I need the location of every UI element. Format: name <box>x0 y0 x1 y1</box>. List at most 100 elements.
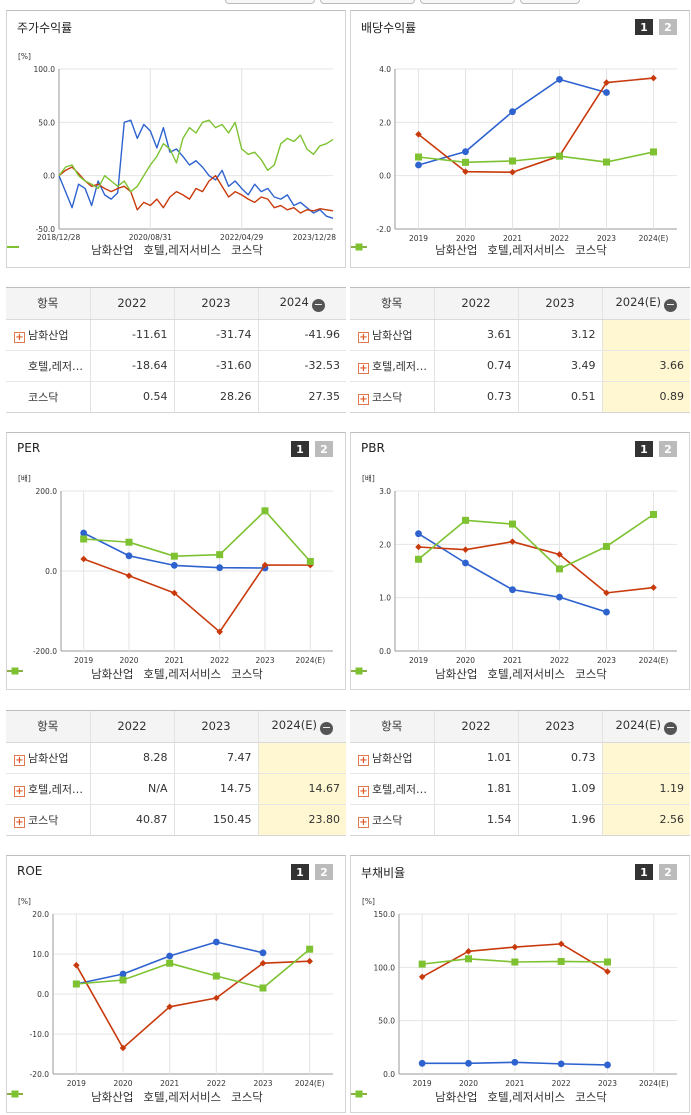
table-cell: 1.09 <box>517 773 602 805</box>
column-header-label: 2023 <box>545 719 575 734</box>
column-header: 2023 <box>173 288 258 320</box>
column-header: 2022 <box>89 711 174 743</box>
data-point <box>462 559 469 567</box>
row-name: 코스닥 <box>6 381 90 412</box>
expand-row-icon[interactable]: + <box>358 331 369 343</box>
legend-item-3[interactable]: 코스닥 <box>7 1089 263 1105</box>
collapse-column-icon[interactable]: − <box>311 297 325 312</box>
expand-row-icon[interactable]: + <box>358 816 369 828</box>
legend-item-3[interactable]: 코스닥 <box>351 242 607 258</box>
expand-row-icon[interactable]: + <box>14 331 25 343</box>
panel-title: PER <box>17 441 41 455</box>
legend-item-2[interactable]: 호텔,레저서비스 <box>351 666 565 682</box>
debt-ratio-panel: 부채비율 1 2 [%] 150.0 100.0 50.0 0.0 2019 2020 202… <box>350 855 690 1113</box>
toolbar-pill[interactable] <box>320 0 415 4</box>
per-chart: [배] 200.0 0.0 -200.0 2019 2020 2021 2022 2023 202… <box>18 474 333 665</box>
page-2-button[interactable]: 2 <box>315 441 333 457</box>
y-tick-label: -20.0 <box>30 1070 50 1079</box>
page-1-button[interactable]: 1 <box>291 441 309 457</box>
expand-row-icon[interactable]: + <box>358 362 369 374</box>
data-point <box>212 938 220 946</box>
data-point <box>216 551 224 559</box>
page-2-button[interactable]: 2 <box>659 441 677 457</box>
collapse-column-icon[interactable]: − <box>664 297 677 312</box>
table-cell: 40.87 <box>89 804 174 835</box>
expand-row-icon[interactable]: + <box>358 754 369 766</box>
page-1-button[interactable]: 1 <box>635 441 653 457</box>
toolbar-pill[interactable] <box>225 0 315 4</box>
legend-item-2[interactable]: 호텔,레저서비스 <box>7 666 221 682</box>
page-2-button[interactable]: 2 <box>659 19 677 35</box>
y-tick-label: 150.0 <box>374 910 396 919</box>
row-name-label: 호텔,레저… <box>28 359 83 373</box>
legend-label: 남화산업 <box>435 1090 478 1104</box>
column-header-label: 2022 <box>117 719 147 734</box>
stock-return-panel: 주가수익률 [%] 100.0 50.0 0.0 -50.0 2018/12/28 2020… <box>6 10 346 268</box>
legend-item-3[interactable]: 코스닥 <box>351 666 607 682</box>
row-name-label: 호텔,레저… <box>28 782 83 796</box>
page-2-button[interactable]: 2 <box>315 864 333 880</box>
legend-item-1[interactable]: 남화산업 <box>7 1089 133 1105</box>
legend-item-3[interactable]: 코스닥 <box>7 242 263 258</box>
column-header: 2022 <box>89 288 174 320</box>
data-point <box>415 153 422 161</box>
table-row: 코스닥 0.54 28.26 27.35 <box>6 381 346 412</box>
stock-return-table: 항목 2022 2023 2024− + 남화산업 -11.61 -31.74 -41.96 호텔… <box>6 287 346 413</box>
table-row: + 남화산업 1.01 0.73 <box>350 742 690 774</box>
toolbar-pill[interactable] <box>520 0 580 4</box>
page-1-button[interactable]: 1 <box>291 864 309 880</box>
expand-row-icon[interactable]: + <box>14 754 25 766</box>
legend-item-2[interactable]: 호텔,레저서비스 <box>7 242 221 258</box>
legend-item-1[interactable]: 남화산업 <box>7 666 133 682</box>
data-point <box>261 507 269 515</box>
expand-row-icon[interactable]: + <box>358 785 369 797</box>
legend-item-1[interactable]: 남화산업 <box>351 1089 478 1105</box>
legend-item-2[interactable]: 호텔,레저서비스 <box>7 1089 222 1105</box>
x-tick-label: 2021 <box>503 656 522 665</box>
expand-row-icon[interactable]: + <box>14 816 25 828</box>
legend-item-2[interactable]: 호텔,레저서비스 <box>351 242 566 258</box>
table-cell: 3.49 <box>517 350 602 382</box>
table-cell: -11.61 <box>89 319 174 351</box>
expand-row-icon[interactable]: + <box>358 393 369 405</box>
row-name-label: 남화산업 <box>28 328 69 342</box>
legend-item-3[interactable]: 코스닥 <box>351 1089 607 1105</box>
table-row: + 호텔,레저… N/A 14.75 14.67 <box>6 773 346 805</box>
panel-title: 배당수익률 <box>361 21 417 35</box>
data-point <box>306 957 313 965</box>
legend-label: 호텔,레저서비스 <box>487 243 566 257</box>
legend-item-1[interactable]: 남화산업 <box>351 242 477 258</box>
page-switch: 1 2 <box>635 864 677 880</box>
y-tick-label: 2.0 <box>379 118 391 127</box>
data-point <box>125 552 133 560</box>
y-tick-label: 0.0 <box>45 567 57 576</box>
chart-legend: 남화산업 호텔,레저서비스 코스닥 <box>351 242 691 258</box>
data-point <box>557 1060 565 1068</box>
collapse-column-icon[interactable]: − <box>320 720 333 735</box>
data-point <box>603 89 610 96</box>
x-tick-label: 2020 <box>119 656 138 665</box>
row-name-label: 코스닥 <box>372 390 403 404</box>
page-1-button[interactable]: 1 <box>635 864 653 880</box>
table-cell: 14.67 <box>257 773 346 805</box>
data-point <box>556 76 563 83</box>
legend-item-2[interactable]: 호텔,레저서비스 <box>351 1089 565 1105</box>
page-switch: 1 2 <box>291 441 333 457</box>
row-name-label: 코스닥 <box>28 813 59 827</box>
column-header: 2024(E) − <box>601 711 690 743</box>
y-tick-label: -50.0 <box>36 225 56 234</box>
expand-row-icon[interactable]: + <box>14 785 25 797</box>
x-tick-label: 2024(E) <box>295 1079 325 1088</box>
x-tick-label: 2022 <box>552 1079 571 1088</box>
legend-item-1[interactable]: 남화산업 <box>351 666 477 682</box>
column-header: 2023 <box>517 288 602 320</box>
collapse-column-icon[interactable]: − <box>664 720 677 735</box>
toolbar-pill[interactable] <box>420 0 515 4</box>
page-2-button[interactable]: 2 <box>659 864 677 880</box>
legend-label: 호텔,레저서비스 <box>143 1090 222 1104</box>
legend-item-1[interactable]: 남화산업 <box>7 242 133 258</box>
page-1-button[interactable]: 1 <box>635 19 653 35</box>
legend-item-3[interactable]: 코스닥 <box>7 666 263 682</box>
column-header-label: 항목 <box>381 296 403 311</box>
data-point <box>556 593 563 601</box>
